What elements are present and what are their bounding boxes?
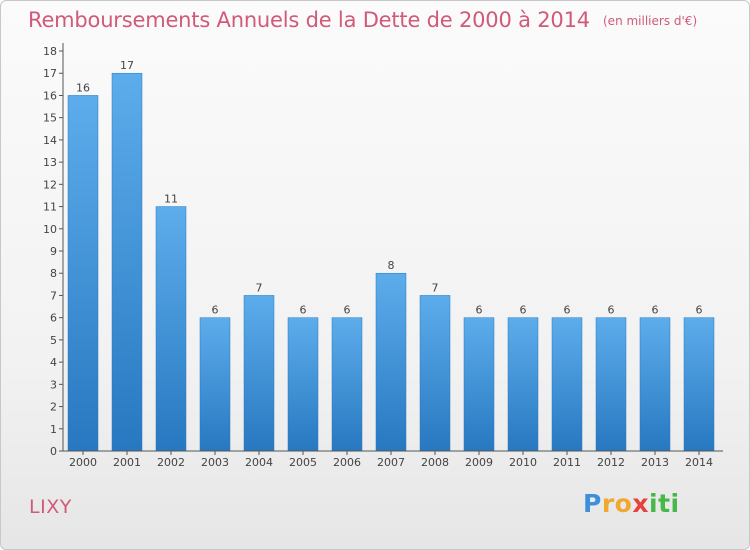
bar-2000 [67, 95, 99, 452]
y-tick-label: 5 [50, 334, 57, 347]
bar-value-label: 6 [300, 304, 307, 317]
logo-letter: P [583, 489, 602, 518]
bar-value-label: 7 [432, 281, 439, 294]
logo-letter: r [601, 489, 615, 518]
x-tick-label: 2013 [641, 456, 669, 469]
bar-value-label: 16 [76, 81, 90, 94]
bar-value-label: 6 [212, 304, 219, 317]
logo-letter: o [614, 489, 633, 518]
y-tick-label: 15 [43, 112, 57, 125]
x-tick-label: 2006 [333, 456, 361, 469]
bar-value-label: 17 [120, 59, 134, 72]
y-tick-label: 3 [50, 378, 57, 391]
bar-value-label: 6 [652, 304, 659, 317]
y-tick-label: 17 [43, 67, 57, 80]
bar-2001 [111, 72, 143, 452]
logo-letter: x [632, 489, 649, 518]
y-tick-label: 7 [50, 289, 57, 302]
x-tick-label: 2008 [421, 456, 449, 469]
x-tick-label: 2002 [157, 456, 185, 469]
y-tick-label: 8 [50, 267, 57, 280]
x-tick-label: 2009 [465, 456, 493, 469]
x-tick-label: 2007 [377, 456, 405, 469]
x-tick-label: 2003 [201, 456, 229, 469]
y-tick-label: 16 [43, 89, 57, 102]
bar-2008 [419, 295, 451, 452]
x-tick-label: 2004 [245, 456, 273, 469]
y-tick-label: 2 [50, 401, 57, 414]
commune-name: LIXY [29, 496, 72, 518]
y-tick-label: 11 [43, 201, 57, 214]
bar-2013 [639, 317, 671, 452]
bar-value-label: 6 [696, 304, 703, 317]
y-tick-label: 18 [43, 45, 57, 58]
bar-value-label: 8 [388, 259, 395, 272]
bar-value-label: 6 [520, 304, 527, 317]
chart-title: Remboursements Annuels de la Dette de 20… [28, 8, 590, 32]
y-tick-label: 1 [50, 423, 57, 436]
bar-2012 [595, 317, 627, 452]
bar-2005 [287, 317, 319, 452]
x-tick-label: 2000 [69, 456, 97, 469]
bar-2007 [375, 272, 407, 452]
bar-2010 [507, 317, 539, 452]
bar-2011 [551, 317, 583, 452]
bar-value-label: 6 [344, 304, 351, 317]
chart-unit-note: (en milliers d'€) [603, 14, 698, 28]
y-tick-label: 9 [50, 245, 57, 258]
y-tick-label: 4 [50, 356, 57, 369]
bar-2009 [463, 317, 495, 452]
x-tick-label: 2014 [685, 456, 713, 469]
x-tick-label: 2005 [289, 456, 317, 469]
x-tick-label: 2010 [509, 456, 537, 469]
title-block: Remboursements Annuels de la Dette de 20… [28, 8, 697, 32]
logo-letter: i [649, 489, 659, 518]
y-tick-label: 0 [50, 445, 57, 458]
x-axis: 2000 2001 2002 2003 2004 2005 2006 2007 2008 2009… [63, 450, 723, 469]
x-tick-label: 2011 [553, 456, 581, 469]
logo-letter: t [658, 489, 671, 518]
y-tick-label: 13 [43, 156, 57, 169]
bar-2003 [199, 317, 231, 452]
bar-2014 [683, 317, 715, 452]
y-tick-label: 14 [43, 134, 57, 147]
bar-2006 [331, 317, 363, 452]
bar-value-label: 11 [164, 193, 178, 206]
x-tick-label: 2001 [113, 456, 141, 469]
bar-value-label: 6 [564, 304, 571, 317]
bar-value-label: 6 [476, 304, 483, 317]
bar-2002 [155, 206, 187, 452]
bars: 16 17 11 6 7 6 6 8 7 6 6 6 6 6 6 [67, 59, 715, 452]
x-tick-label: 2012 [597, 456, 625, 469]
y-tick-label: 10 [43, 223, 57, 236]
y-tick-label: 12 [43, 178, 57, 191]
bar-value-label: 6 [608, 304, 615, 317]
bar-value-label: 7 [256, 281, 263, 294]
logo-letter: i [670, 489, 680, 518]
y-tick-label: 6 [50, 312, 57, 325]
proxiti-logo: Proxiti [583, 489, 680, 518]
bar-2004 [243, 295, 275, 452]
